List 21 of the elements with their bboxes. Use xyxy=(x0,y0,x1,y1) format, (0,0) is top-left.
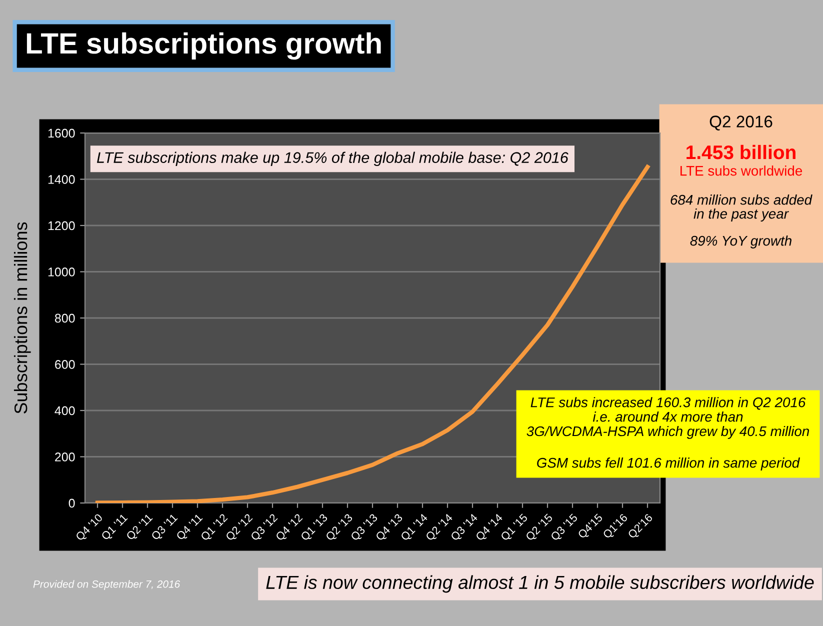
y-tick-label: 1200 xyxy=(48,221,75,230)
text: LTE subs worldwide xyxy=(680,166,802,176)
y-tick-label: 200 xyxy=(55,452,75,462)
annotation: GSM subs fell 101.6 million in same period xyxy=(537,458,800,470)
y-tick-label: 1600 xyxy=(48,128,75,138)
annotation: LTE subs increased 160.3 million in Q2 2016 i.e. around 4x more than 3G/WCDMA-HSPA which grew by 40.5 million xyxy=(526,397,810,439)
annotation: LTE subscriptions make up 19.5% of the global mobile base: Q2 2016 xyxy=(96,152,568,166)
text: Provided on September 7, 2016 xyxy=(33,580,180,590)
text: 684 million subs added in the past year xyxy=(670,194,812,222)
text: 89% YoY growth xyxy=(690,236,792,248)
y-tick-label: 400 xyxy=(54,406,75,416)
y-tick-label: 0 xyxy=(68,498,75,508)
text: Q2 2016 xyxy=(710,116,772,130)
y-tick-label: 1000 xyxy=(48,268,75,276)
text: 1.453 billion xyxy=(686,144,796,160)
y-axis-title: Subscriptions in millions xyxy=(14,222,31,414)
y-tick-label: 800 xyxy=(54,314,75,323)
y-tick-label: 1400 xyxy=(48,175,75,184)
text: LTE is now connecting almost 1 in 5 mobile subscribers worldwide xyxy=(266,575,814,593)
chart-title: LTE subscriptions growth xyxy=(26,32,381,60)
y-tick-label: 600 xyxy=(55,360,75,369)
